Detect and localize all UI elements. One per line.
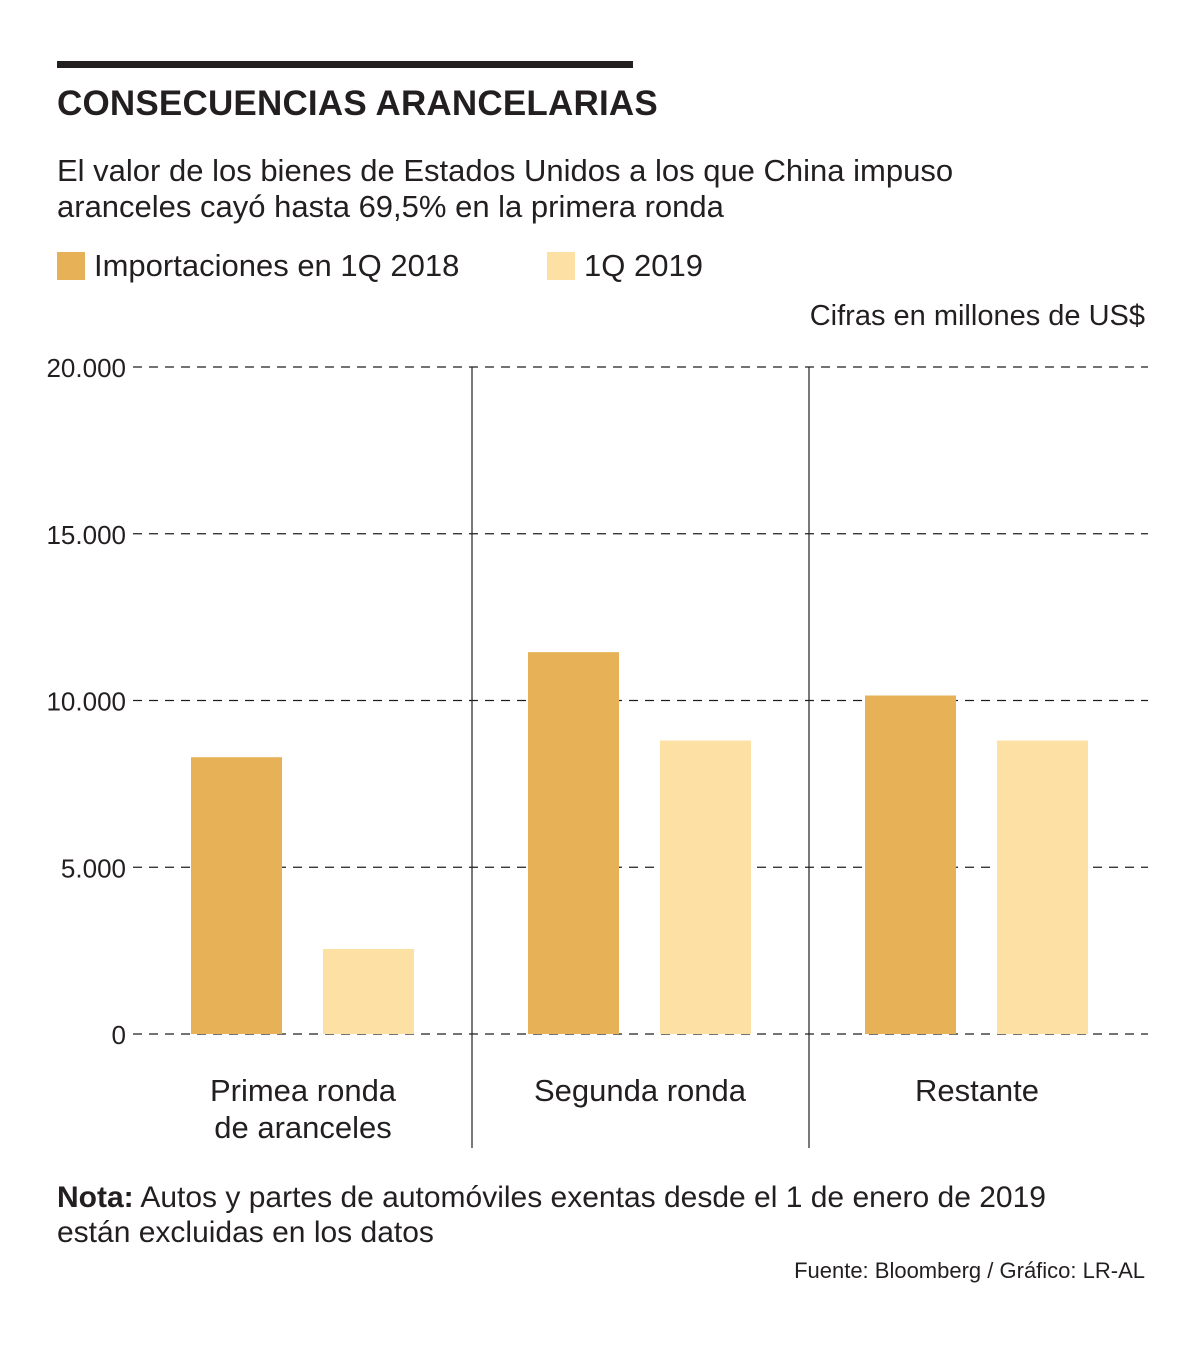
bar-2018-1 [528, 652, 619, 1034]
legend-label-2019: 1Q 2019 [584, 248, 703, 283]
y-tick-label: 20.000 [46, 353, 126, 383]
title-rule [57, 61, 633, 68]
chart-subtitle: El valor de los bienes de Estados Unidos… [57, 153, 954, 224]
bar-2018-2 [865, 695, 956, 1034]
bar-2018-0 [191, 757, 282, 1034]
x-category-label: Restante [915, 1073, 1039, 1108]
legend-item-2018: Importaciones en 1Q 2018 [57, 246, 459, 286]
y-tick-label: 5.000 [61, 853, 126, 883]
source-credit: Fuente: Bloomberg / Gráfico: LR-AL [794, 1258, 1145, 1283]
y-tick-label: 15.000 [46, 520, 126, 550]
legend-label-2018: Importaciones en 1Q 2018 [94, 248, 460, 283]
units-label: Cifras en millones de US$ [809, 300, 1145, 332]
note: Nota: Autos y partes de automóviles exen… [57, 1180, 1057, 1250]
chart-title: CONSECUENCIAS ARANCELARIAS [57, 84, 658, 123]
x-category-label: Segunda ronda [534, 1073, 747, 1108]
y-tick-label: 0 [112, 1020, 126, 1050]
x-category-label: Primea ronda [210, 1073, 397, 1108]
bar-2019-0 [323, 948, 414, 1034]
y-tick-label: 10.000 [46, 687, 126, 717]
x-category-label: de aranceles [214, 1110, 392, 1145]
bar-2019-1 [660, 740, 751, 1034]
legend-item-2019: 1Q 2019 [547, 246, 703, 286]
legend-swatch-2018 [57, 252, 85, 280]
legend-swatch-2019 [547, 252, 575, 280]
bar-2019-2 [997, 740, 1088, 1034]
note-text: Autos y partes de automóviles exentas de… [57, 1181, 1046, 1249]
note-label: Nota: [57, 1181, 134, 1214]
